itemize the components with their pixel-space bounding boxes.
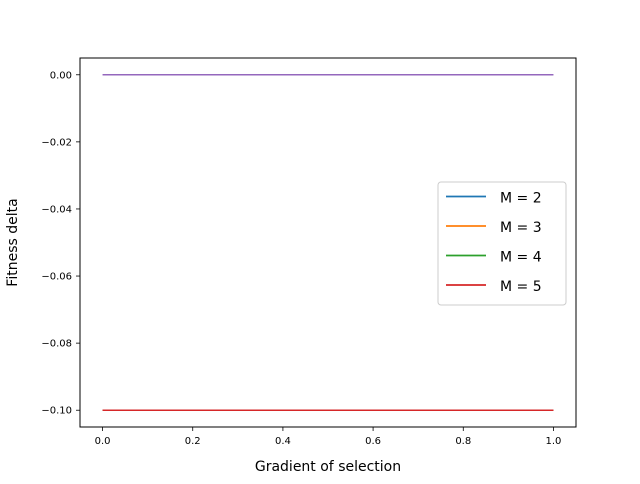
x-tick-label: 1.0 (546, 436, 562, 447)
legend-box (437, 181, 567, 306)
legend-label: M = 5 (500, 279, 542, 295)
x-tick-label: 0.0 (95, 436, 111, 447)
y-tick-label: 0.00 (50, 70, 72, 81)
x-tick-label: 0.2 (185, 436, 201, 447)
legend-label: M = 4 (500, 250, 542, 266)
plot-frame (79, 57, 577, 428)
x-tick-label: 0.6 (365, 436, 381, 447)
x-axis-label: Gradient of selection (255, 459, 401, 475)
y-tick-label: −0.10 (41, 406, 72, 417)
series-layer (102, 74, 554, 411)
x-tick-label: 0.4 (275, 436, 291, 447)
legend: M = 2 M = 3 M = 4 M = 5 (437, 181, 567, 306)
legend-label: M = 2 (500, 191, 542, 207)
x-tick-label: 0.8 (455, 436, 471, 447)
y-axis: 0.00 −0.02 −0.04 −0.06 −0.08 −0.10 (41, 70, 80, 417)
y-axis-label: Fitness delta (5, 198, 21, 286)
y-tick-label: −0.02 (41, 137, 72, 148)
x-axis: 0.0 0.2 0.4 0.6 0.8 1.0 (95, 427, 562, 447)
y-tick-label: −0.08 (41, 339, 72, 350)
legend-label: M = 3 (500, 220, 542, 236)
y-tick-label: −0.04 (41, 204, 72, 215)
y-tick-label: −0.06 (41, 272, 72, 283)
